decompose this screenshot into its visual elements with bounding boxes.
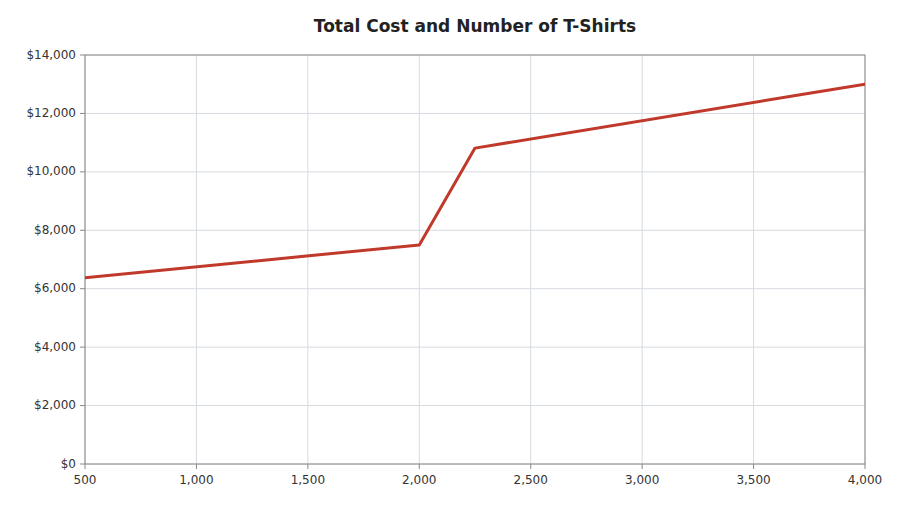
x-tick-label: 4,000 bbox=[848, 473, 882, 487]
axes: $0 $2,000 $4,000 $6,000 $8,000 $10,000 $12,000… bbox=[26, 48, 882, 488]
x-tick-label: 3,500 bbox=[736, 473, 770, 487]
grid-line-y bbox=[85, 347, 865, 348]
y-tick-label: $2,000 bbox=[34, 398, 76, 412]
x-tick bbox=[196, 464, 197, 469]
grid-line-x bbox=[419, 55, 420, 464]
x-tick-label: 3,000 bbox=[625, 473, 659, 487]
grid-line-x bbox=[642, 55, 643, 464]
grid-line-x bbox=[307, 55, 308, 464]
y-tick bbox=[80, 113, 85, 114]
grid-line-y bbox=[85, 113, 865, 114]
x-tick-label: 1,000 bbox=[179, 473, 213, 487]
chart-svg: Total Cost and Number of T-Shirts $0 $2,00… bbox=[0, 0, 900, 509]
y-tick bbox=[80, 347, 85, 348]
grid-line-x bbox=[196, 55, 197, 464]
x-tick-label: 1,500 bbox=[291, 473, 325, 487]
y-tick-label: $6,000 bbox=[34, 281, 76, 295]
x-tick bbox=[307, 464, 308, 469]
y-tick-label: $12,000 bbox=[26, 106, 76, 120]
y-tick bbox=[80, 405, 85, 406]
line bbox=[85, 84, 865, 278]
x-tick bbox=[865, 464, 866, 469]
x-tick-label: 2,000 bbox=[402, 473, 436, 487]
y-tick-label: $0 bbox=[61, 457, 76, 471]
grid bbox=[85, 55, 865, 464]
grid-line-y bbox=[85, 230, 865, 231]
grid-line-y bbox=[85, 405, 865, 406]
x-tick bbox=[753, 464, 754, 469]
grid-line-y bbox=[85, 288, 865, 289]
plot-frame bbox=[85, 55, 865, 464]
series bbox=[85, 84, 865, 278]
x-tick bbox=[642, 464, 643, 469]
grid-line-y bbox=[85, 171, 865, 172]
x-tick-label: 2,500 bbox=[514, 473, 548, 487]
y-tick bbox=[80, 55, 85, 56]
y-tick-label: $4,000 bbox=[34, 340, 76, 354]
y-tick bbox=[80, 230, 85, 231]
y-tick bbox=[80, 171, 85, 172]
y-tick-label: $10,000 bbox=[26, 164, 76, 178]
grid-line-x bbox=[753, 55, 754, 464]
chart-title: Total Cost and Number of T-Shirts bbox=[314, 16, 636, 36]
y-tick bbox=[80, 288, 85, 289]
y-tick bbox=[80, 464, 85, 465]
x-tick-label: 500 bbox=[74, 473, 97, 487]
y-tick-label: $14,000 bbox=[26, 48, 76, 62]
x-tick bbox=[85, 464, 86, 469]
x-tick bbox=[419, 464, 420, 469]
chart-container: Total Cost and Number of T-Shirts $0 $2,00… bbox=[0, 0, 900, 509]
x-tick bbox=[530, 464, 531, 469]
grid-line-x bbox=[530, 55, 531, 464]
y-tick-label: $8,000 bbox=[34, 223, 76, 237]
